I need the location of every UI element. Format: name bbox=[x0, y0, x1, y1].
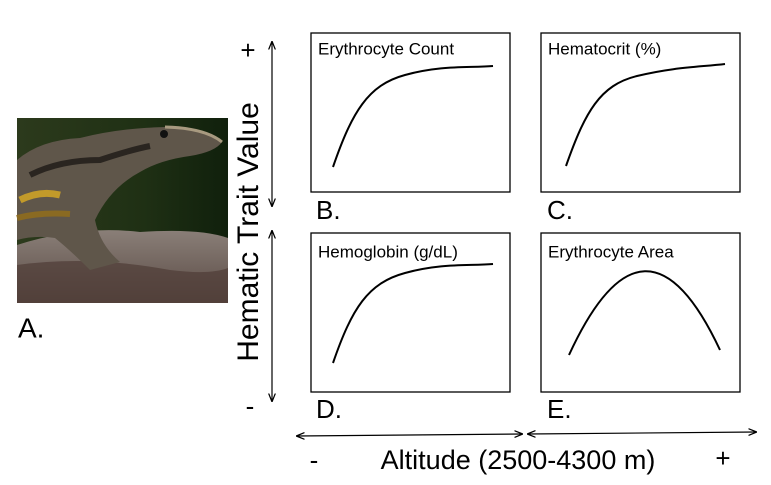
trend-curve bbox=[565, 63, 726, 167]
panel-letter: C. bbox=[547, 195, 573, 225]
x-axis-high: + bbox=[715, 443, 730, 473]
y-axis-label: Hematic Trait Value bbox=[232, 102, 265, 362]
panel-title: Hematocrit (%) bbox=[548, 39, 661, 58]
panel-letter: D. bbox=[316, 394, 342, 424]
panel-title: Hemoglobin (g/dL) bbox=[318, 242, 458, 261]
panel-box bbox=[540, 232, 741, 393]
trend-curve bbox=[568, 270, 721, 356]
panel-letter: E. bbox=[547, 394, 572, 424]
panel-letter: B. bbox=[316, 195, 341, 225]
y-axis-high: + bbox=[240, 35, 255, 65]
trend-curve bbox=[332, 65, 494, 168]
panel-title: Erythrocyte Area bbox=[548, 242, 674, 261]
panel-box bbox=[310, 232, 511, 393]
x-arrow bbox=[528, 432, 756, 434]
lizard-photo bbox=[16, 118, 228, 303]
y-axis-low: - bbox=[246, 391, 255, 421]
x-axis-label: Altitude (2500-4300 m) bbox=[381, 445, 656, 475]
panel-title: Erythrocyte Count bbox=[318, 39, 454, 58]
panel-box bbox=[310, 32, 511, 193]
x-arrow bbox=[297, 434, 522, 436]
x-axis-low: - bbox=[310, 445, 319, 475]
photo-label: A. bbox=[18, 312, 44, 343]
trend-curve bbox=[332, 263, 494, 364]
panel-box bbox=[540, 32, 741, 193]
